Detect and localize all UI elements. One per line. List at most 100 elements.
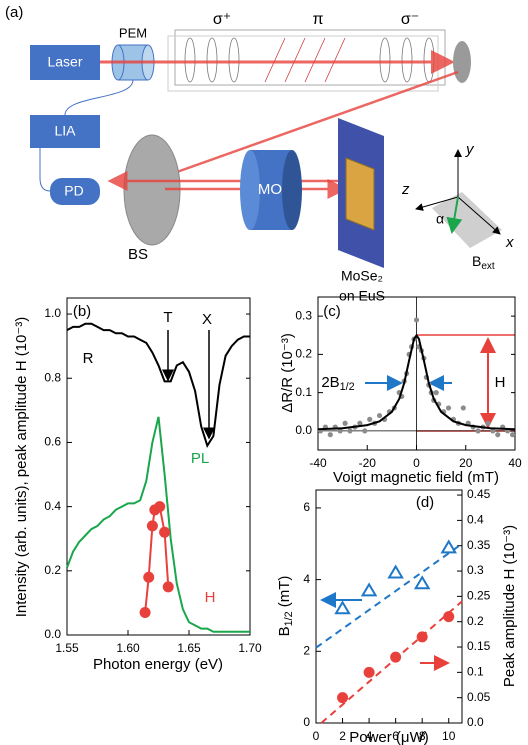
marker <box>387 564 404 579</box>
lia-label: LIA <box>54 123 76 139</box>
lia-box <box>30 115 100 148</box>
series-line <box>66 322 250 448</box>
y-tick-label: 0.0 <box>44 627 61 641</box>
objective <box>240 150 260 230</box>
y-axis-label: Intensity (arb. units), peak amplitude H… <box>13 317 30 618</box>
marker <box>360 582 378 597</box>
panel-label: (b) <box>73 303 91 320</box>
mirror <box>453 41 471 83</box>
y2-tick-label: 0.45 <box>467 487 491 501</box>
x-tick-label: -40 <box>309 456 327 470</box>
marker <box>445 405 452 411</box>
x-tick-label: 8 <box>419 729 426 743</box>
plot-frame <box>317 296 516 451</box>
y2-tick-label: 0.4 <box>467 513 484 527</box>
y-tick-label: 0.0 <box>295 423 312 437</box>
y-tick-label: 0.2 <box>295 347 312 361</box>
marker <box>146 520 158 532</box>
pd-box <box>50 178 100 205</box>
x-tick-label: 20 <box>459 456 473 470</box>
marker <box>337 692 349 704</box>
y-axis-label-part: (mT) <box>276 576 293 612</box>
y-axis-label-part: B <box>276 626 293 636</box>
x-axis-label: Voigt magnetic field (mT) <box>333 469 499 486</box>
plane <box>432 192 502 248</box>
marker <box>159 526 171 538</box>
x-tick-label: 40 <box>508 456 522 470</box>
marker <box>337 428 343 434</box>
marker <box>367 416 373 422</box>
x-axis-label: Photon energy (eV) <box>93 656 223 673</box>
cable <box>39 148 51 192</box>
y2-tick-label: 0.1 <box>467 665 484 679</box>
x-tick-label: 4 <box>366 729 373 743</box>
bs-label: BS <box>128 246 148 263</box>
y-axis-label-part: 1/2 <box>283 611 295 626</box>
setup-diagram: (a) Laser PEM σ⁺ π σ⁻ LIA PD BS MO MoSe₂… <box>5 4 514 304</box>
annotation: H <box>495 374 506 391</box>
x-tick-label: 1.70 <box>238 641 262 655</box>
y2-tick-label: 0.25 <box>467 589 491 603</box>
annotation: T <box>163 309 172 326</box>
marker <box>342 420 348 426</box>
series-label: R <box>83 350 94 367</box>
plot-frame <box>66 297 251 636</box>
y2-tick-label: 0.0 <box>467 715 484 729</box>
y-tick-label: 6 <box>303 500 310 514</box>
panel-label: (a) <box>5 4 23 21</box>
series-label: PL <box>191 450 209 467</box>
y2-tick-label: 0.35 <box>467 538 491 552</box>
series-line <box>320 600 463 724</box>
bext-label: Bext <box>472 253 495 272</box>
series-line <box>66 416 250 633</box>
marker <box>440 539 457 554</box>
marker <box>154 501 166 513</box>
y-axis-label: ΔR/R (10⁻³) <box>279 333 296 413</box>
sample-label: on EuS <box>339 288 385 304</box>
x-tick-label: 0 <box>313 729 320 743</box>
annotation-part: 1/2 <box>340 381 355 393</box>
pem-label: PEM <box>119 25 147 40</box>
beam <box>159 70 459 180</box>
annotation: X <box>202 311 212 328</box>
marker <box>357 420 363 426</box>
y-tick-label: 4 <box>303 572 310 586</box>
field-vector <box>446 196 463 234</box>
series-line <box>315 542 463 649</box>
y-tick-label: 0.1 <box>295 385 312 399</box>
y-tick-label: 0.2 <box>44 563 61 577</box>
marker <box>490 428 496 434</box>
marker <box>413 575 431 590</box>
axis-label: y <box>465 141 475 158</box>
marker <box>162 581 174 593</box>
marker <box>347 428 353 434</box>
sigma-plus: σ⁺ <box>213 11 231 28</box>
y-tick-label: 0.3 <box>295 308 312 322</box>
x-tick-label: 1.55 <box>55 641 79 655</box>
axis-label: z <box>401 181 410 198</box>
bext-b: B <box>472 253 481 269</box>
x-tick-label: 10 <box>442 729 456 743</box>
panel-label: (c) <box>323 303 341 320</box>
mo-label: MO <box>258 181 282 198</box>
alpha-label: α <box>436 211 444 227</box>
marker <box>376 412 383 419</box>
x-tick-label: -20 <box>359 456 377 470</box>
panel-label: (d) <box>416 494 434 511</box>
marker <box>475 428 481 434</box>
y2-tick-label: 0.2 <box>467 614 484 628</box>
x-tick-label: 1.65 <box>177 641 201 655</box>
annotation: 2B1/2 <box>321 374 354 393</box>
y-tick-label: 1.0 <box>44 306 61 320</box>
y-tick-label: 0.4 <box>44 499 61 513</box>
y-axis-label: B1/2 (mT) <box>276 576 295 637</box>
pd-label: PD <box>64 183 83 199</box>
marker <box>485 420 491 426</box>
sample <box>345 157 375 231</box>
marker <box>139 607 151 619</box>
series-line <box>317 333 516 431</box>
x-tick-label: 0 <box>413 456 420 470</box>
marker <box>362 428 368 434</box>
